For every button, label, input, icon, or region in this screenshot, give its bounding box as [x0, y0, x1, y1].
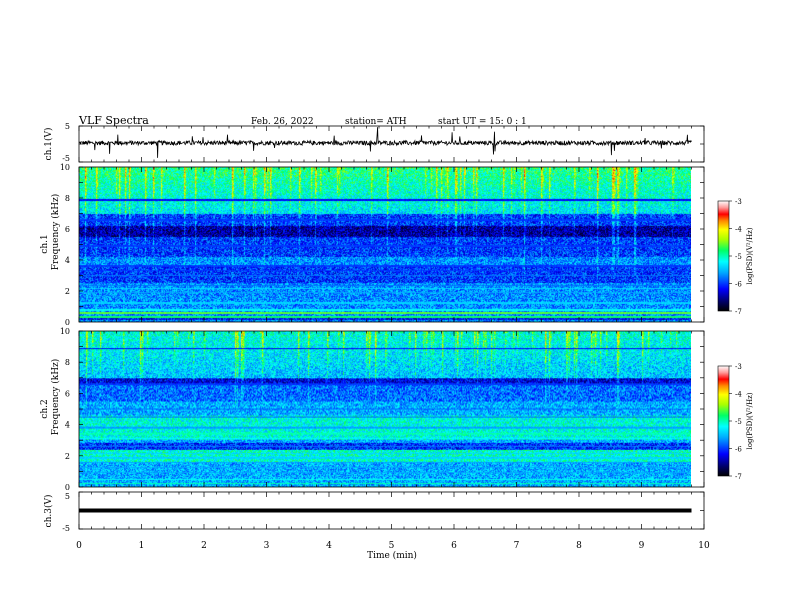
start-time-label: start UT = 15: 0 : 1 [438, 117, 527, 127]
ch1-spectrogram-ticks [78, 166, 705, 323]
ch2-spectrogram-image [79, 331, 691, 487]
y-tick-label: 8 [65, 194, 70, 203]
y-tick-label: 8 [65, 358, 70, 367]
ch2-spectrogram-ytick-labels: 0 2 4 6 8 10 [60, 327, 70, 492]
ch1-colorbar-bar [717, 200, 730, 312]
ch2-frequency-label: Frequency (kHz) [50, 359, 61, 436]
ch3-waveform-ticks [78, 491, 705, 530]
x-tick-label: 0 [76, 541, 82, 551]
ch3-waveform-panel: 5 -5 ch.3(V) [43, 491, 705, 533]
x-tick-label: 8 [576, 541, 582, 551]
ch2-spectrogram-ticks [78, 330, 705, 488]
ch2-channel-label: ch.2 [40, 399, 50, 418]
x-tick-label: 2 [201, 541, 207, 551]
ch3-ytick-top: 5 [65, 492, 70, 501]
y-tick-label: 2 [65, 287, 70, 296]
y-tick-label: 2 [65, 452, 70, 461]
ch1-waveform-ticks [78, 125, 705, 163]
x-tick-label: 1 [139, 541, 145, 551]
colorbar-tick-label: -7 [735, 308, 742, 316]
date-label: Feb. 26, 2022 [251, 117, 314, 127]
ch2-colorbar-bar [717, 365, 730, 477]
colorbar-tick-label: -5 [735, 253, 742, 261]
colorbar-tick-label: -4 [735, 391, 742, 399]
ch1-colorbar: -3 -4 -5 -6 -7 log(PSD)(V²/Hz) [717, 198, 754, 316]
figure-title: VLF Spectra [78, 114, 149, 127]
ch1-spectrogram-image [79, 167, 691, 322]
colorbar-tick-label: -6 [735, 446, 742, 454]
colorbar-tick-label: -7 [735, 473, 742, 481]
x-tick-label: 5 [389, 541, 395, 551]
x-axis-tick-labels: 0 1 2 3 4 5 6 7 8 9 10 [76, 541, 710, 551]
y-tick-label: 0 [65, 483, 70, 492]
ch1-spectrogram-ytick-labels: 0 2 4 6 8 10 [60, 163, 70, 327]
y-tick-label: 6 [65, 225, 70, 234]
ch2-spectrogram-panel: 0 2 4 6 8 10 ch.2 Frequency (kHz) [40, 327, 705, 492]
ch1-frequency-label: Frequency (kHz) [50, 194, 61, 271]
x-tick-label: 7 [514, 541, 520, 551]
ch1-waveform-panel: 5 -5 ch.1(V) [43, 122, 705, 163]
ch1-waveform-ylabel: ch.1(V) [43, 128, 54, 161]
station-label: station= ATH [345, 117, 407, 127]
y-tick-label: 4 [65, 256, 70, 265]
y-tick-label: 0 [65, 318, 70, 327]
ch1-ytick-top: 5 [65, 122, 70, 131]
colorbar-tick-label: -6 [735, 281, 742, 289]
colorbar-tick-label: -5 [735, 418, 742, 426]
colorbar-tick-label: -3 [735, 363, 742, 371]
colorbar-tick-label: -3 [735, 198, 742, 206]
y-tick-label: 6 [65, 389, 70, 398]
ch3-ytick-bottom: -5 [62, 524, 70, 533]
y-tick-label: 4 [65, 421, 70, 430]
ch3-waveform-ylabel: ch.3(V) [43, 495, 54, 528]
ch1-colorbar-label: log(PSD)(V²/Hz) [746, 227, 754, 284]
ch2-colorbar-tick-labels: -3 -4 -5 -6 -7 [729, 363, 742, 481]
x-tick-label: 10 [698, 541, 710, 551]
x-tick-label: 3 [264, 541, 270, 551]
x-tick-label: 6 [451, 541, 457, 551]
colorbar-tick-label: -4 [735, 226, 742, 234]
ch1-channel-label: ch.1 [40, 234, 50, 253]
y-tick-label: 10 [60, 327, 70, 336]
ch1-ytick-bottom: -5 [62, 154, 70, 163]
ch2-colorbar: -3 -4 -5 -6 -7 log(PSD)(V²/Hz) [717, 363, 754, 481]
ch2-colorbar-label: log(PSD)(V²/Hz) [746, 392, 754, 449]
x-tick-label: 4 [326, 541, 332, 551]
y-tick-label: 10 [60, 163, 70, 172]
ch1-colorbar-tick-labels: -3 -4 -5 -6 -7 [729, 198, 742, 316]
x-axis-label: Time (min) [367, 550, 417, 561]
x-tick-label: 9 [639, 541, 645, 551]
ch1-waveform-trace [78, 127, 692, 158]
ch1-spectrogram-panel: 0 2 4 6 8 10 ch.1 Frequency (kHz) [40, 163, 705, 327]
